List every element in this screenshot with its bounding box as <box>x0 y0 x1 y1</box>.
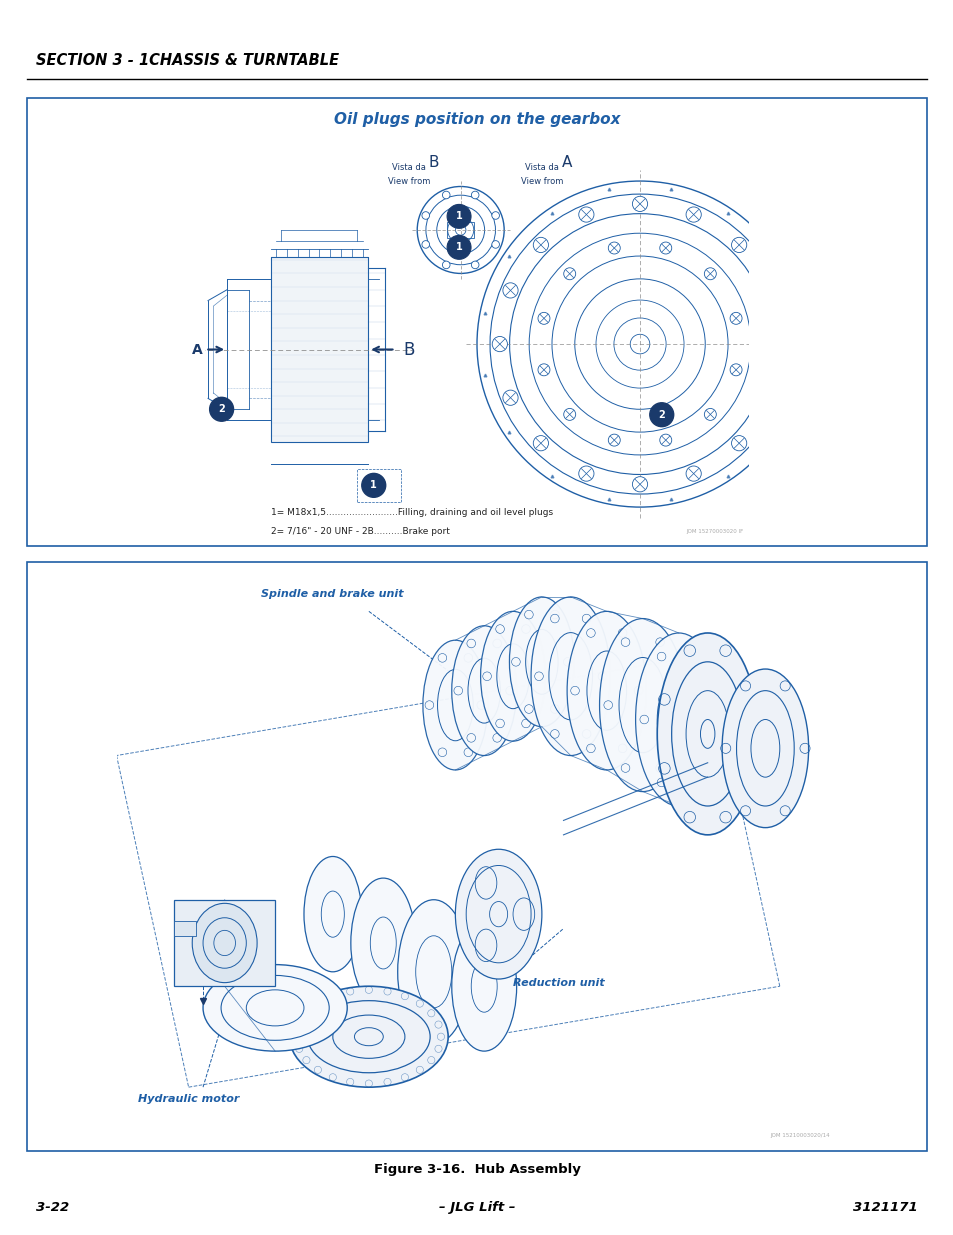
Circle shape <box>442 261 450 269</box>
Circle shape <box>685 207 700 222</box>
Text: SECTION 3 - 1CHASSIS & TURNTABLE: SECTION 3 - 1CHASSIS & TURNTABLE <box>36 53 339 68</box>
Text: View from: View from <box>388 177 430 185</box>
Circle shape <box>731 237 746 252</box>
Ellipse shape <box>657 634 758 835</box>
Circle shape <box>533 436 548 451</box>
Circle shape <box>659 242 671 254</box>
Circle shape <box>537 312 549 325</box>
Bar <box>27 98 926 546</box>
Text: A: A <box>561 156 571 170</box>
Circle shape <box>703 409 716 420</box>
Ellipse shape <box>598 619 685 792</box>
Circle shape <box>729 312 741 325</box>
Circle shape <box>731 436 746 451</box>
Circle shape <box>471 261 478 269</box>
Ellipse shape <box>452 626 517 756</box>
Circle shape <box>537 364 549 375</box>
Text: 1= M18x1,5.........................Filling, draining and oil level plugs: 1= M18x1,5.........................Filli… <box>271 508 552 517</box>
Circle shape <box>492 336 507 352</box>
Text: Oil plugs position on the gearbox: Oil plugs position on the gearbox <box>334 112 619 127</box>
Text: JOM 15270003020 IF: JOM 15270003020 IF <box>685 530 742 535</box>
Bar <box>27 562 926 1151</box>
Ellipse shape <box>566 611 646 769</box>
Circle shape <box>361 473 385 498</box>
Bar <box>174 900 274 987</box>
Circle shape <box>761 390 777 405</box>
Ellipse shape <box>455 850 541 979</box>
Ellipse shape <box>203 965 347 1051</box>
Circle shape <box>703 268 716 280</box>
Bar <box>174 921 195 936</box>
Text: View from: View from <box>520 177 563 185</box>
Text: B: B <box>403 341 415 358</box>
Ellipse shape <box>531 597 610 756</box>
Ellipse shape <box>509 597 574 726</box>
Bar <box>447 222 474 238</box>
Circle shape <box>447 236 471 259</box>
Text: – JLG Lift –: – JLG Lift – <box>438 1202 515 1214</box>
Circle shape <box>447 205 471 228</box>
Circle shape <box>421 211 429 220</box>
Circle shape <box>533 237 548 252</box>
Circle shape <box>608 435 619 446</box>
Circle shape <box>563 409 575 420</box>
Circle shape <box>685 466 700 482</box>
Text: 1: 1 <box>456 211 462 221</box>
Text: JOM 15210003020/14: JOM 15210003020/14 <box>770 1132 829 1137</box>
Circle shape <box>578 207 594 222</box>
Circle shape <box>608 242 619 254</box>
Text: Figure 3-16.  Hub Assembly: Figure 3-16. Hub Assembly <box>374 1163 579 1176</box>
Text: 1: 1 <box>456 242 462 252</box>
Text: A: A <box>192 342 202 357</box>
Circle shape <box>578 466 594 482</box>
Circle shape <box>659 435 671 446</box>
Ellipse shape <box>351 878 416 1008</box>
Ellipse shape <box>304 857 361 972</box>
Text: Vista da: Vista da <box>392 163 426 172</box>
Text: Hydraulic motor: Hydraulic motor <box>138 1093 239 1104</box>
Ellipse shape <box>397 900 469 1044</box>
Text: 2= 7/16" - 20 UNF - 2B..........Brake port: 2= 7/16" - 20 UNF - 2B..........Brake po… <box>271 527 449 536</box>
Circle shape <box>502 283 517 298</box>
Text: Reduction unit: Reduction unit <box>513 978 604 988</box>
Circle shape <box>563 268 575 280</box>
Circle shape <box>729 364 741 375</box>
Text: B: B <box>428 156 438 170</box>
Circle shape <box>632 477 647 492</box>
Text: 2: 2 <box>658 410 664 420</box>
Ellipse shape <box>480 611 545 741</box>
Ellipse shape <box>193 903 257 983</box>
Circle shape <box>210 398 233 421</box>
Ellipse shape <box>635 634 721 806</box>
Circle shape <box>421 241 429 248</box>
Text: Spindle and brake unit: Spindle and brake unit <box>260 589 403 599</box>
Circle shape <box>471 191 478 199</box>
Text: 1: 1 <box>370 480 376 490</box>
Circle shape <box>761 283 777 298</box>
Ellipse shape <box>422 640 487 769</box>
Bar <box>271 257 368 442</box>
Circle shape <box>502 390 517 405</box>
Circle shape <box>442 191 450 199</box>
Text: 2: 2 <box>218 404 225 414</box>
Circle shape <box>649 403 673 426</box>
Circle shape <box>632 196 647 211</box>
Circle shape <box>492 211 499 220</box>
Ellipse shape <box>721 669 808 827</box>
Ellipse shape <box>290 987 448 1087</box>
Ellipse shape <box>452 921 517 1051</box>
Circle shape <box>772 336 787 352</box>
Text: 3-22: 3-22 <box>36 1202 70 1214</box>
Bar <box>357 469 400 501</box>
Circle shape <box>492 241 499 248</box>
Text: Vista da: Vista da <box>525 163 558 172</box>
Text: 3121171: 3121171 <box>852 1202 917 1214</box>
